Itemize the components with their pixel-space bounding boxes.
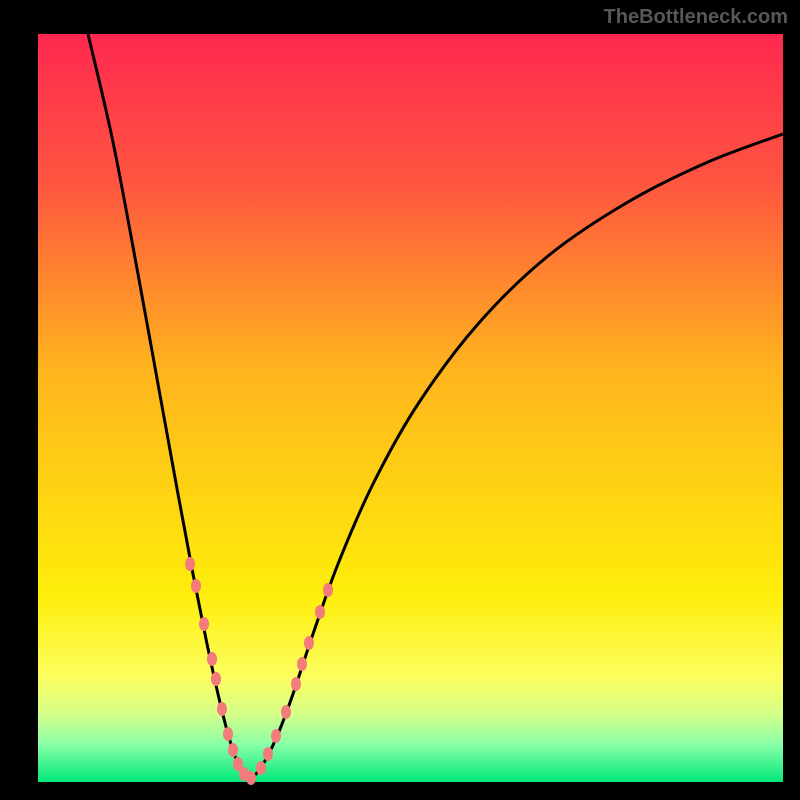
data-marker — [228, 743, 238, 757]
curve-left — [88, 34, 248, 779]
data-marker — [304, 636, 314, 650]
data-marker — [199, 617, 209, 631]
data-marker — [281, 705, 291, 719]
data-marker — [223, 727, 233, 741]
chart-svg — [0, 0, 800, 800]
data-marker — [315, 605, 325, 619]
data-marker — [211, 672, 221, 686]
data-marker — [207, 652, 217, 666]
data-marker — [263, 747, 273, 761]
data-marker — [297, 657, 307, 671]
data-marker — [191, 579, 201, 593]
curve-right — [248, 134, 783, 779]
data-marker — [217, 702, 227, 716]
data-marker — [246, 771, 256, 785]
chart-canvas: TheBottleneck.com — [0, 0, 800, 800]
data-marker — [291, 677, 301, 691]
data-marker — [185, 557, 195, 571]
watermark-text: TheBottleneck.com — [604, 6, 788, 29]
data-marker — [256, 761, 266, 775]
data-marker — [323, 583, 333, 597]
data-marker — [271, 729, 281, 743]
